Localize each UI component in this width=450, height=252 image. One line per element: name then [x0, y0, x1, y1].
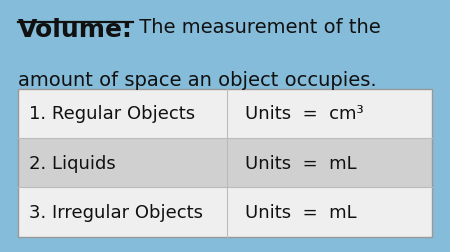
- FancyBboxPatch shape: [18, 89, 227, 139]
- Text: Units  =  cm³: Units = cm³: [245, 105, 364, 123]
- FancyBboxPatch shape: [18, 139, 227, 188]
- FancyBboxPatch shape: [227, 89, 432, 139]
- Text: Units  =  mL: Units = mL: [245, 154, 357, 172]
- Text: 2. Liquids: 2. Liquids: [29, 154, 116, 172]
- Text: amount of space an object occupies.: amount of space an object occupies.: [18, 71, 377, 89]
- Text: Volume:: Volume:: [18, 18, 133, 42]
- Text: Units  =  mL: Units = mL: [245, 203, 357, 221]
- FancyBboxPatch shape: [227, 139, 432, 188]
- Text: 3. Irregular Objects: 3. Irregular Objects: [29, 203, 203, 221]
- FancyBboxPatch shape: [18, 188, 227, 237]
- Text: The measurement of the: The measurement of the: [133, 18, 381, 37]
- Text: 1. Regular Objects: 1. Regular Objects: [29, 105, 195, 123]
- FancyBboxPatch shape: [227, 188, 432, 237]
